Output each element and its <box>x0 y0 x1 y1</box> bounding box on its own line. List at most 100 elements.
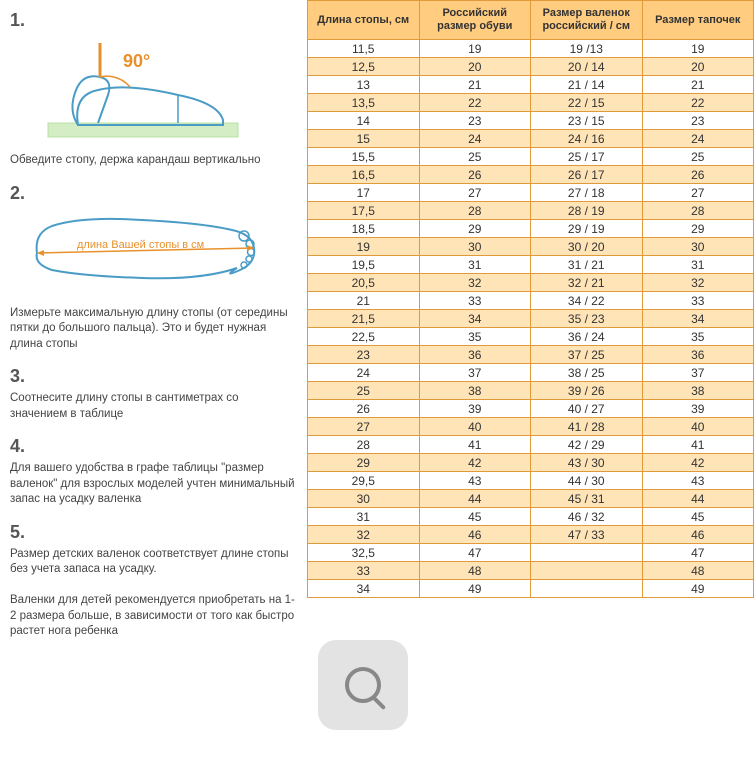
table-cell: 21 <box>642 76 754 94</box>
table-cell: 27 <box>642 184 754 202</box>
table-cell: 24 <box>308 364 420 382</box>
table-cell: 26 <box>308 400 420 418</box>
table-cell: 36 <box>419 346 531 364</box>
table-cell: 38 <box>642 382 754 400</box>
table-row: 334848 <box>308 562 754 580</box>
table-cell <box>531 544 643 562</box>
table-row: 324647 / 3346 <box>308 526 754 544</box>
table-cell: 43 <box>419 472 531 490</box>
table-row: 304445 / 3144 <box>308 490 754 508</box>
size-table-panel: Длина стопы, см Российский размер обуви … <box>307 0 754 758</box>
table-cell: 17 <box>308 184 420 202</box>
table-cell: 34 <box>308 580 420 598</box>
table-cell: 44 <box>419 490 531 508</box>
table-cell: 40 <box>642 418 754 436</box>
table-row: 294243 / 3042 <box>308 454 754 472</box>
table-cell: 35 <box>419 328 531 346</box>
table-cell: 19 <box>308 238 420 256</box>
table-cell: 37 <box>419 364 531 382</box>
table-cell: 45 <box>642 508 754 526</box>
table-cell <box>531 580 643 598</box>
table-cell: 21 <box>419 76 531 94</box>
table-row: 12,52020 / 1420 <box>308 58 754 76</box>
table-row: 11,51919 /1319 <box>308 40 754 58</box>
table-cell: 42 <box>419 454 531 472</box>
table-cell: 30 <box>642 238 754 256</box>
table-cell: 34 <box>642 310 754 328</box>
step-1: 1. 90° Обведите стопу, держа карандаш ве… <box>10 10 295 169</box>
table-cell: 29 <box>642 220 754 238</box>
table-row: 19,53131 / 2131 <box>308 256 754 274</box>
table-cell: 49 <box>419 580 531 598</box>
step-text: Измерьте максимальную длину стопы (от се… <box>10 306 295 353</box>
table-cell: 48 <box>642 562 754 580</box>
table-cell <box>531 562 643 580</box>
table-cell: 21,5 <box>308 310 420 328</box>
table-cell: 38 <box>419 382 531 400</box>
table-row: 142323 / 1523 <box>308 112 754 130</box>
table-row: 314546 / 3245 <box>308 508 754 526</box>
table-cell: 24 <box>419 130 531 148</box>
table-cell: 20 <box>642 58 754 76</box>
table-cell: 39 <box>642 400 754 418</box>
table-cell: 32 <box>642 274 754 292</box>
table-cell: 21 <box>308 292 420 310</box>
table-cell: 47 <box>419 544 531 562</box>
table-row: 274041 / 2840 <box>308 418 754 436</box>
table-cell: 32 <box>419 274 531 292</box>
step-number: 4. <box>10 436 295 457</box>
table-row: 17,52828 / 1928 <box>308 202 754 220</box>
table-cell: 34 <box>419 310 531 328</box>
table-cell: 31 <box>308 508 420 526</box>
table-cell: 41 <box>419 436 531 454</box>
table-cell: 29 <box>308 454 420 472</box>
table-cell: 19 /13 <box>531 40 643 58</box>
table-cell: 15,5 <box>308 148 420 166</box>
table-cell: 32 / 21 <box>531 274 643 292</box>
step-number: 2. <box>10 183 295 204</box>
table-cell: 21 / 14 <box>531 76 643 94</box>
table-cell: 22 <box>642 94 754 112</box>
table-cell: 45 / 31 <box>531 490 643 508</box>
table-cell: 42 / 29 <box>531 436 643 454</box>
table-cell: 34 / 22 <box>531 292 643 310</box>
table-cell: 44 / 30 <box>531 472 643 490</box>
table-cell: 26 / 17 <box>531 166 643 184</box>
table-cell: 48 <box>419 562 531 580</box>
table-cell: 31 / 21 <box>531 256 643 274</box>
table-cell: 26 <box>642 166 754 184</box>
table-cell: 11,5 <box>308 40 420 58</box>
size-table: Длина стопы, см Российский размер обуви … <box>307 0 754 598</box>
table-cell: 42 <box>642 454 754 472</box>
foot-length-label: длина Вашей стопы в см <box>77 239 204 251</box>
table-cell: 25 <box>642 148 754 166</box>
table-cell: 28 / 19 <box>531 202 643 220</box>
table-cell: 45 <box>419 508 531 526</box>
table-cell: 18,5 <box>308 220 420 238</box>
table-cell: 29 / 19 <box>531 220 643 238</box>
table-cell: 47 / 33 <box>531 526 643 544</box>
step-number: 1. <box>10 10 295 31</box>
foot-trace-illustration: 90° <box>28 35 258 145</box>
foot-outline-illustration: длина Вашей стопы в см <box>22 208 262 298</box>
table-row: 21,53435 / 2334 <box>308 310 754 328</box>
table-cell: 26 <box>419 166 531 184</box>
table-cell: 43 <box>642 472 754 490</box>
table-cell: 28 <box>642 202 754 220</box>
table-cell: 33 <box>419 292 531 310</box>
table-cell: 31 <box>419 256 531 274</box>
table-cell: 23 <box>308 346 420 364</box>
table-cell: 20 <box>419 58 531 76</box>
table-row: 16,52626 / 1726 <box>308 166 754 184</box>
table-cell: 41 / 28 <box>531 418 643 436</box>
table-header-row: Длина стопы, см Российский размер обуви … <box>308 1 754 40</box>
table-row: 15,52525 / 1725 <box>308 148 754 166</box>
table-cell: 20 / 14 <box>531 58 643 76</box>
table-cell: 19,5 <box>308 256 420 274</box>
table-cell: 33 <box>642 292 754 310</box>
table-row: 13,52222 / 1522 <box>308 94 754 112</box>
step-3: 3. Соотнесите длину стопы в сантиметрах … <box>10 366 295 422</box>
table-row: 263940 / 2739 <box>308 400 754 418</box>
table-row: 22,53536 / 2435 <box>308 328 754 346</box>
table-cell: 24 / 16 <box>531 130 643 148</box>
